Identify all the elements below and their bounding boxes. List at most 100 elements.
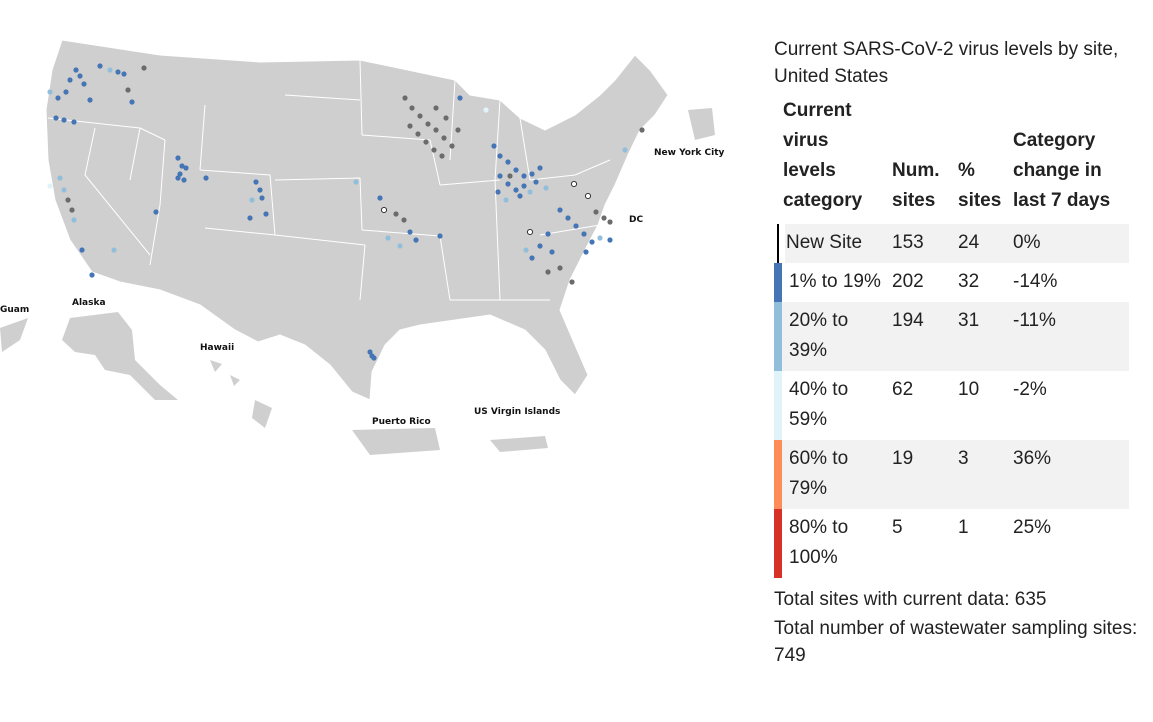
site-dot[interactable]: [125, 87, 131, 93]
site-dot[interactable]: [441, 135, 447, 141]
site-dot[interactable]: [549, 249, 555, 255]
site-dot[interactable]: [397, 243, 403, 249]
site-dot[interactable]: [413, 237, 419, 243]
site-dot[interactable]: [455, 127, 461, 133]
site-dot[interactable]: [253, 179, 259, 185]
site-dot[interactable]: [593, 209, 599, 215]
site-dot[interactable]: [257, 187, 263, 193]
site-dot[interactable]: [497, 173, 503, 179]
site-dot[interactable]: [402, 95, 408, 101]
site-dot[interactable]: [89, 272, 95, 278]
site-dot[interactable]: [433, 127, 439, 133]
site-dot[interactable]: [63, 89, 69, 95]
site-dot[interactable]: [521, 183, 527, 189]
site-dot[interactable]: [77, 73, 83, 79]
site-dot[interactable]: [457, 95, 463, 101]
site-dot[interactable]: [483, 107, 489, 113]
site-dot[interactable]: [443, 115, 449, 121]
site-dot[interactable]: [607, 219, 613, 225]
site-dot[interactable]: [87, 97, 93, 103]
site-dot[interactable]: [247, 215, 253, 221]
site-dot[interactable]: [47, 183, 53, 189]
site-dot[interactable]: [607, 237, 613, 243]
site-dot[interactable]: [622, 147, 628, 153]
site-dot[interactable]: [249, 197, 255, 203]
site-dot[interactable]: [53, 115, 59, 121]
site-dot[interactable]: [537, 243, 543, 249]
site-dot[interactable]: [69, 207, 75, 213]
site-dot[interactable]: [107, 67, 113, 73]
site-dot[interactable]: [175, 155, 181, 161]
site-dot[interactable]: [521, 173, 527, 179]
site-dot[interactable]: [417, 113, 423, 119]
site-dot[interactable]: [495, 189, 501, 195]
site-dot[interactable]: [97, 63, 103, 69]
site-dot[interactable]: [47, 89, 53, 95]
site-dot[interactable]: [353, 179, 359, 185]
site-dot[interactable]: [529, 171, 535, 177]
site-dot[interactable]: [639, 127, 645, 133]
site-dot[interactable]: [425, 121, 431, 127]
site-dot[interactable]: [71, 119, 77, 125]
site-dot[interactable]: [369, 353, 375, 359]
site-dot[interactable]: [393, 211, 399, 217]
site-dot[interactable]: [121, 71, 127, 77]
site-dot[interactable]: [129, 99, 135, 105]
site-dot[interactable]: [533, 179, 539, 185]
site-dot[interactable]: [527, 189, 533, 195]
site-dot[interactable]: [183, 165, 189, 171]
site-dot[interactable]: [601, 215, 607, 221]
site-dot[interactable]: [67, 77, 73, 83]
site-dot[interactable]: [583, 249, 589, 255]
site-dot[interactable]: [181, 177, 187, 183]
site-dot[interactable]: [111, 247, 117, 253]
site-dot[interactable]: [569, 279, 575, 285]
site-dot[interactable]: [55, 95, 61, 101]
site-dot[interactable]: [367, 349, 373, 355]
site-dot[interactable]: [507, 173, 513, 179]
site-dot[interactable]: [407, 229, 413, 235]
site-dot[interactable]: [263, 211, 269, 217]
site-dot[interactable]: [589, 239, 595, 245]
site-dot[interactable]: [423, 139, 429, 145]
site-dot[interactable]: [73, 67, 79, 73]
site-dot[interactable]: [526, 228, 534, 236]
site-dot[interactable]: [409, 105, 415, 111]
site-dot[interactable]: [557, 207, 563, 213]
site-dot[interactable]: [503, 197, 509, 203]
site-dot[interactable]: [557, 265, 563, 271]
site-dot[interactable]: [79, 247, 85, 253]
site-dot[interactable]: [581, 231, 587, 237]
site-dot[interactable]: [203, 175, 209, 181]
site-dot[interactable]: [385, 235, 391, 241]
site-dot[interactable]: [505, 159, 511, 165]
site-dot[interactable]: [597, 235, 603, 241]
site-dot[interactable]: [573, 223, 579, 229]
site-dot[interactable]: [565, 215, 571, 221]
site-dot[interactable]: [497, 153, 503, 159]
site-dot[interactable]: [71, 217, 77, 223]
site-dot[interactable]: [513, 187, 519, 193]
site-dot[interactable]: [153, 209, 159, 215]
site-dot[interactable]: [537, 165, 543, 171]
site-dot[interactable]: [415, 131, 421, 137]
site-dot[interactable]: [259, 195, 265, 201]
site-dot[interactable]: [380, 206, 388, 214]
site-dot[interactable]: [570, 180, 578, 188]
site-dot[interactable]: [545, 231, 551, 237]
site-dot[interactable]: [505, 181, 511, 187]
site-dot[interactable]: [175, 175, 181, 181]
site-dot[interactable]: [545, 269, 551, 275]
site-dot[interactable]: [177, 171, 183, 177]
site-dot[interactable]: [115, 69, 121, 75]
site-dot[interactable]: [491, 143, 497, 149]
site-dot[interactable]: [529, 255, 535, 261]
site-dot[interactable]: [431, 147, 437, 153]
site-dot[interactable]: [61, 187, 67, 193]
site-dot[interactable]: [543, 185, 549, 191]
site-dot[interactable]: [65, 197, 71, 203]
site-dot[interactable]: [437, 233, 443, 239]
site-dot[interactable]: [517, 193, 523, 199]
site-dot[interactable]: [513, 167, 519, 173]
site-dot[interactable]: [433, 105, 439, 111]
